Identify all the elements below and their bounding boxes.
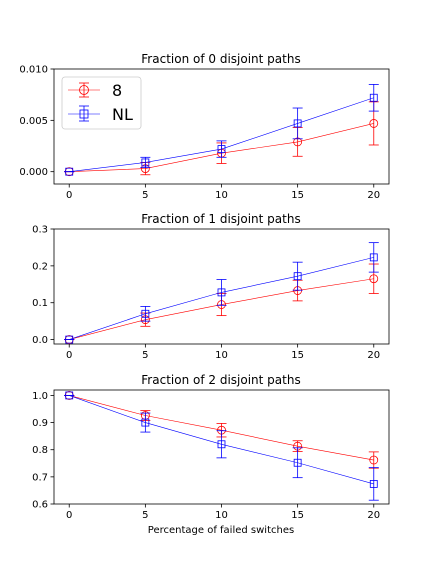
data-point-nl: [369, 480, 378, 488]
legend-label: NL: [112, 105, 133, 124]
y-tick-label: 0.3: [32, 225, 48, 236]
x-tick-label: 10: [215, 350, 228, 361]
y-tick-label: 0.9: [32, 418, 48, 429]
data-point-nl: [141, 418, 150, 427]
y-tick-label: 0.1: [32, 298, 48, 309]
legend-entry-nl: NL: [68, 105, 133, 124]
x-axis-label: Percentage of failed switches: [148, 525, 294, 536]
data-point-nl: [369, 93, 378, 102]
legend-entry-8: 8: [68, 81, 122, 100]
x-tick-label: 20: [367, 190, 380, 201]
x-tick-label: 5: [142, 350, 148, 361]
data-point-nl: [141, 158, 150, 167]
data-point-nl: [65, 167, 74, 176]
data-point-8: [369, 119, 379, 128]
legend: 8 NL: [61, 76, 142, 130]
legend-circle-marker-icon: [79, 85, 89, 95]
data-point-8: [369, 455, 379, 465]
data-point-nl: [293, 272, 302, 281]
data-point-nl: [293, 458, 302, 467]
chart-title: Fraction of 0 disjoint paths: [141, 52, 300, 66]
chart-panel-2-disjoint: Fraction of 2 disjoint paths 0 5 10 15 20 0.6…: [32, 373, 390, 536]
x-tick-label: 15: [291, 510, 304, 521]
x-tick-label: 10: [215, 190, 228, 201]
x-tick-label: 0: [66, 510, 72, 521]
data-point-nl: [217, 145, 226, 153]
data-point-nl: [65, 335, 74, 344]
y-tick-label: 0.005: [19, 116, 48, 127]
chart-title: Fraction of 1 disjoint paths: [141, 212, 300, 226]
x-tick-label: 10: [215, 510, 228, 521]
y-tick-label: 0.2: [32, 261, 48, 272]
y-tick-label: 0.8: [32, 445, 48, 456]
data-point-nl: [217, 288, 226, 297]
y-tick-label: 0.010: [19, 65, 48, 76]
x-tick-label: 0: [66, 350, 72, 361]
y-tick-label: 0.0: [32, 335, 48, 346]
x-tick-label: 15: [291, 350, 304, 361]
data-point-nl: [141, 309, 150, 318]
x-tick-label: 20: [367, 510, 380, 521]
data-point-nl: [65, 391, 74, 400]
chart-panel-0-disjoint: Fraction of 0 disjoint paths 0 5 10 15 20 0.0…: [19, 52, 390, 201]
y-tick-label: 1.0: [32, 391, 48, 402]
data-point-nl: [217, 440, 226, 449]
data-point-nl: [369, 253, 378, 262]
x-tick-label: 20: [367, 350, 380, 361]
x-tick-label: 0: [66, 190, 72, 201]
data-point-nl: [293, 119, 302, 128]
y-tick-label: 0.7: [32, 472, 48, 483]
x-tick-label: 15: [291, 190, 304, 201]
legend-label: 8: [112, 81, 122, 100]
chart-panel-1-disjoint: Fraction of 1 disjoint paths 0 5 10 15 20 0.0…: [32, 212, 390, 361]
x-tick-label: 5: [142, 510, 148, 521]
chart-title: Fraction of 2 disjoint paths: [141, 373, 300, 387]
y-tick-label: 0.000: [19, 167, 48, 178]
x-tick-label: 5: [142, 190, 148, 201]
legend-square-marker-icon: [79, 109, 89, 119]
y-tick-label: 0.6: [32, 500, 48, 511]
data-point-8: [369, 274, 379, 284]
